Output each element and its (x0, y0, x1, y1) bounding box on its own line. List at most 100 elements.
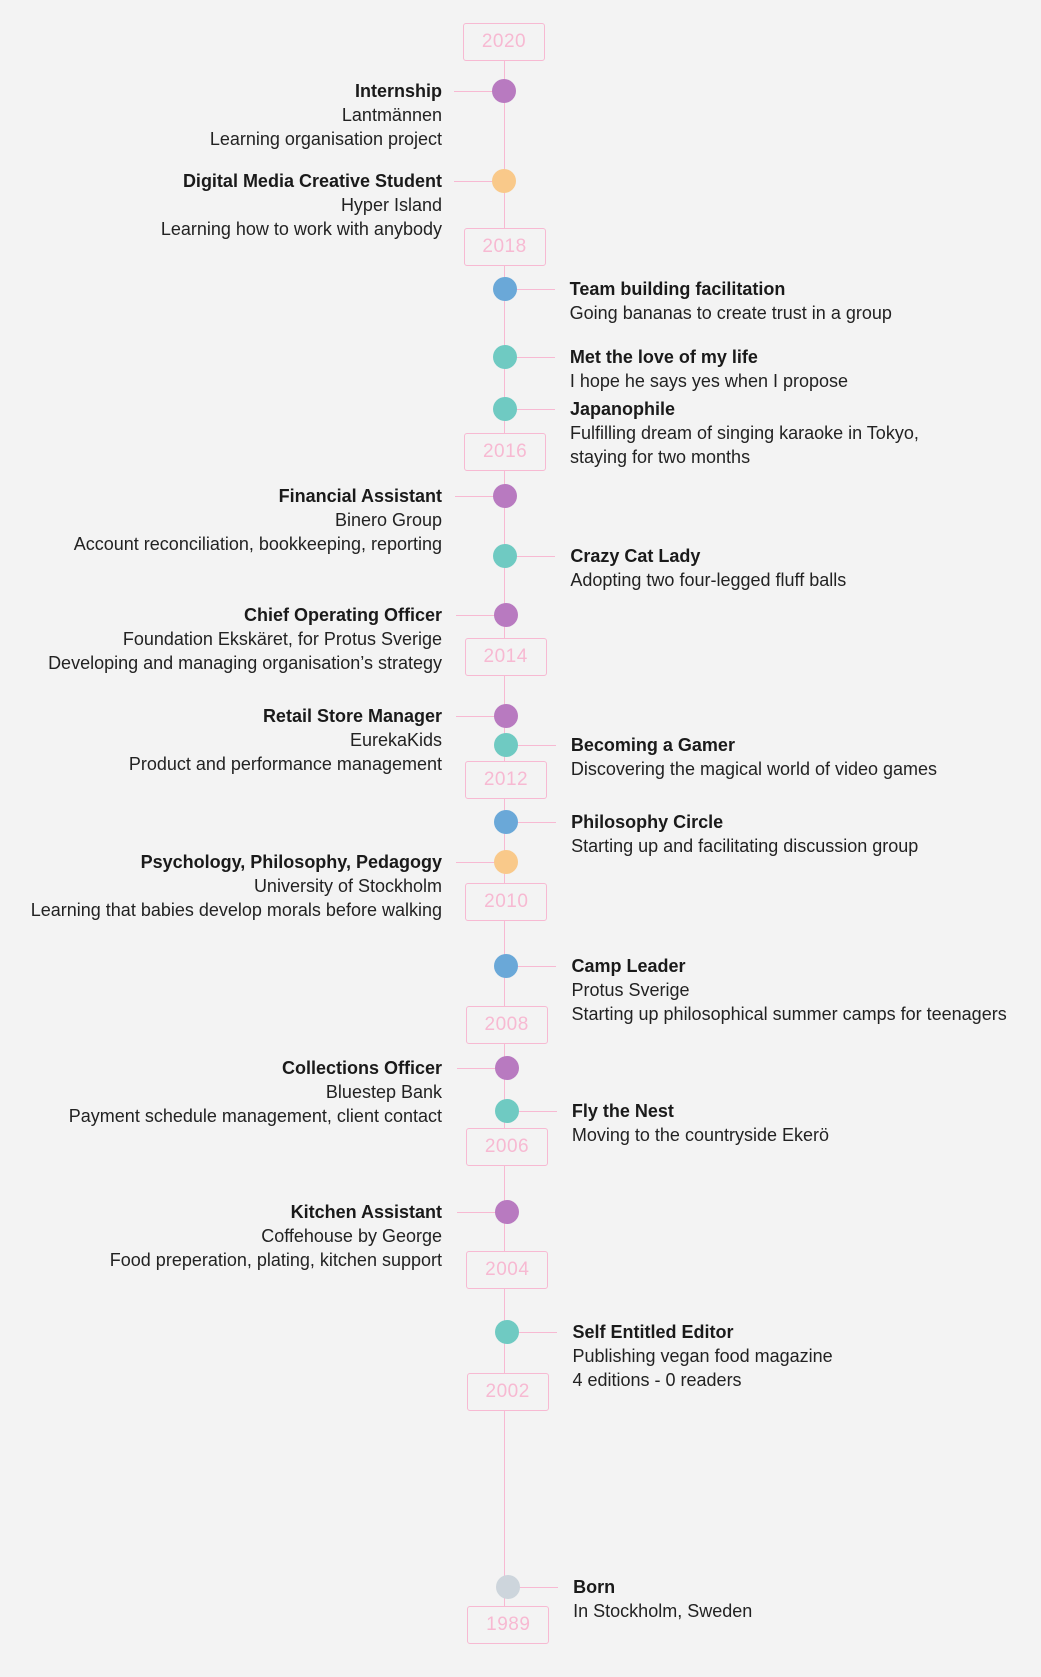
event-connector (455, 496, 506, 497)
year-label: 2018 (463, 228, 546, 266)
event-connector (507, 1332, 558, 1333)
event-connector (505, 556, 556, 557)
event-connector (455, 615, 506, 616)
event-dot-birth (496, 1575, 521, 1599)
event-detail: Account reconciliation, bookkeeping, rep… (73, 534, 442, 554)
year-label: 2006 (465, 1128, 548, 1166)
year-label: 2008 (465, 1006, 548, 1044)
event-dot-life (493, 733, 518, 757)
event-detail: Protus Sverige (571, 980, 690, 1000)
event-title: Becoming a Gamer (570, 735, 735, 755)
event-connector (504, 289, 555, 290)
year-label: 2002 (466, 1373, 549, 1411)
timeline-event: Digital Media Creative Student Hyper Isla… (161, 169, 442, 241)
event-title: Fly the Nest (571, 1101, 674, 1121)
event-detail: Foundation Ekskäret, for Protus Sverige (122, 629, 442, 649)
event-dot-life (493, 544, 518, 568)
event-detail: Adopting two four-legged fluff balls (570, 570, 847, 590)
event-title: Internship (354, 81, 442, 101)
event-title: Team building facilitation (569, 279, 786, 299)
year-label: 2014 (464, 638, 547, 676)
event-dot-life (492, 397, 517, 421)
event-dot-work (494, 1056, 519, 1080)
event-title: Psychology, Philosophy, Pedagogy (140, 852, 442, 872)
timeline-event: Japanophile Fulfilling dream of singing k… (570, 397, 919, 469)
event-detail: Starting up philosophical summer camps f… (571, 1004, 1007, 1024)
timeline-event: Retail Store Manager EurekaKids Product an… (129, 704, 442, 776)
event-connector (506, 966, 557, 967)
event-detail: Developing and managing organisation’s s… (48, 653, 442, 673)
timeline-event: Kitchen Assistant Coffehouse by George Foo… (110, 1200, 442, 1272)
event-title: Philosophy Circle (571, 812, 724, 832)
event-connector (506, 1111, 557, 1112)
timeline-event: Self Entitled Editor Publishing vegan foo… (572, 1320, 832, 1392)
event-detail: EurekaKids (349, 730, 442, 750)
event-detail: Food preperation, plating, kitchen suppo… (109, 1250, 442, 1270)
event-connector (506, 822, 557, 823)
timeline-event: Becoming a Gamer Discovering the magical … (571, 733, 937, 781)
event-detail: Payment schedule management, client cont… (68, 1106, 442, 1126)
event-title: Kitchen Assistant (290, 1202, 442, 1222)
event-detail: Moving to the countryside Ekerö (571, 1125, 830, 1145)
event-title: Camp Leader (571, 956, 686, 976)
timeline-event: Financial Assistant Binero Group Account r… (74, 484, 442, 556)
event-connector (504, 409, 555, 410)
event-detail: Discovering the magical world of video g… (570, 759, 938, 779)
year-label: 2020 (463, 23, 545, 61)
event-detail: Learning that babies develop morals befo… (30, 900, 442, 920)
event-title: Collections Officer (281, 1058, 442, 1078)
event-title: Financial Assistant (278, 486, 442, 506)
event-connector (456, 1068, 507, 1069)
event-dot-work (495, 1200, 520, 1224)
event-connector (456, 862, 507, 863)
event-detail: Going bananas to create trust in a group (569, 303, 892, 323)
event-dot-work (493, 603, 518, 627)
timeline-event: Team building facilitation Going bananas … (570, 277, 892, 325)
event-detail: 4 editions - 0 readers (572, 1370, 742, 1390)
event-title: Japanophile (569, 399, 676, 419)
timeline-event: Internship Lantmännen Learning organisatio… (210, 79, 442, 151)
event-connector (504, 357, 555, 358)
event-detail: Fulfilling dream of singing karaoke in T… (569, 423, 919, 443)
timeline-event: Crazy Cat Lady Adopting two four-legged f… (570, 544, 846, 592)
event-dot-education (494, 850, 519, 874)
event-detail: Learning how to work with anybody (160, 219, 442, 239)
event-title: Crazy Cat Lady (570, 546, 701, 566)
event-dot-education (492, 169, 517, 193)
event-detail: Publishing vegan food magazine (572, 1346, 833, 1366)
timeline-event: Collections Officer Bluestep Bank Payment … (69, 1056, 442, 1128)
event-title: Self Entitled Editor (572, 1322, 734, 1342)
event-detail: Starting up and facilitating discussion … (571, 836, 919, 856)
event-dot-activity (494, 810, 519, 834)
event-dot-work (493, 704, 518, 728)
event-connector (454, 91, 505, 92)
year-label: 2010 (465, 883, 548, 921)
year-label: 2012 (464, 761, 547, 799)
timeline-event: Philosophy Circle Starting up and facilit… (571, 810, 918, 858)
event-connector (505, 745, 556, 746)
event-title: Retail Store Manager (262, 706, 442, 726)
event-detail: Bluestep Bank (325, 1082, 442, 1102)
event-dot-life (492, 345, 517, 369)
event-dot-activity (492, 277, 517, 301)
timeline-event: Camp Leader Protus Sverige Starting up phi… (571, 954, 1006, 1026)
year-label: 2004 (466, 1251, 549, 1289)
year-label: 1989 (467, 1606, 550, 1644)
event-connector (455, 716, 506, 717)
event-title: Born (573, 1577, 616, 1597)
event-detail: Learning organisation project (209, 129, 442, 149)
event-detail: University of Stockholm (253, 876, 442, 896)
event-title: Chief Operating Officer (243, 605, 442, 625)
event-dot-activity (494, 954, 519, 978)
event-dot-work (492, 79, 517, 103)
event-detail: Lantmännen (341, 105, 442, 125)
event-detail: Product and performance management (128, 754, 442, 774)
event-connector (457, 1212, 508, 1213)
event-connector (454, 181, 505, 182)
event-detail: In Stockholm, Sweden (573, 1601, 753, 1621)
event-detail: staying for two months (569, 447, 751, 467)
event-dot-work (493, 484, 518, 508)
event-dot-life (495, 1320, 520, 1344)
event-title: Digital Media Creative Student (182, 171, 442, 191)
